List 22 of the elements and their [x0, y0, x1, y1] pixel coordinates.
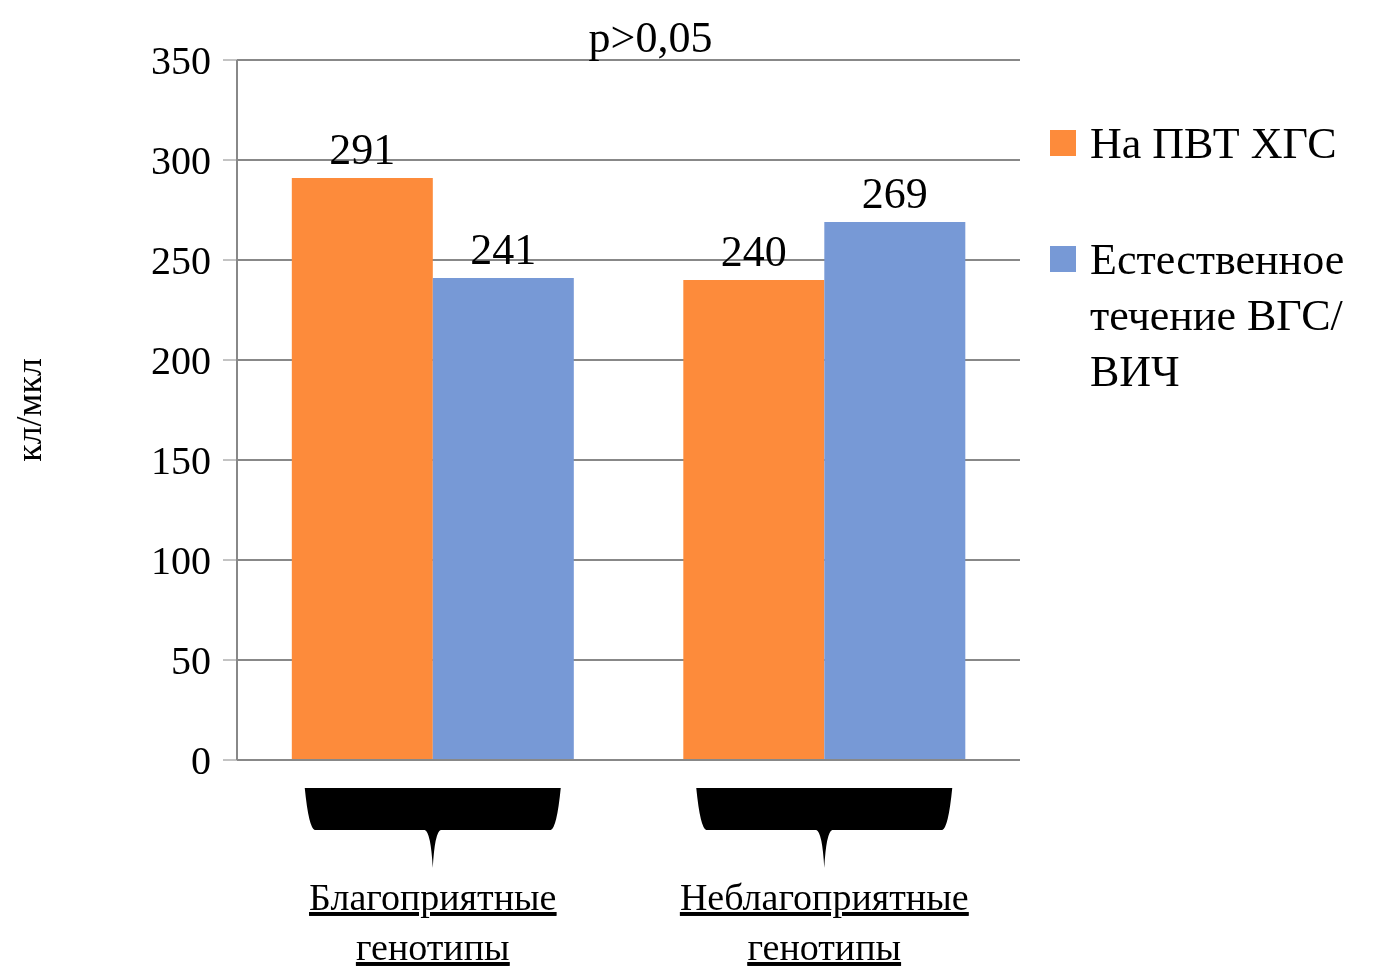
- y-tick-label: 150: [151, 438, 211, 484]
- x-tick-label: Неблагоприятные генотипы: [679, 876, 969, 968]
- y-tick-label: 0: [191, 738, 211, 784]
- y-tick-label: 250: [151, 238, 211, 284]
- legend-label: Естественное течение ВГС/ВИЧ: [1090, 234, 1346, 398]
- annotation: p>0,05: [587, 12, 714, 63]
- y-axis-title: кл/мкл: [8, 358, 49, 462]
- bar: [291, 178, 433, 760]
- y-tick-label: 100: [151, 538, 211, 584]
- y-tick-label: 350: [151, 38, 211, 84]
- data-label: 291: [329, 125, 396, 174]
- bar: [824, 222, 966, 760]
- y-tick-label: 200: [151, 338, 211, 384]
- data-label: 241: [470, 225, 537, 274]
- bar: [432, 278, 574, 760]
- y-tick-label: 300: [151, 138, 211, 184]
- bar: [683, 280, 825, 760]
- data-label: 269: [861, 169, 928, 218]
- legend-label: На ПВТ ХГС: [1090, 118, 1337, 170]
- y-tick-label: 50: [171, 638, 211, 684]
- data-label: 240: [720, 227, 787, 276]
- x-tick-label: Благоприятные генотипы: [309, 876, 557, 968]
